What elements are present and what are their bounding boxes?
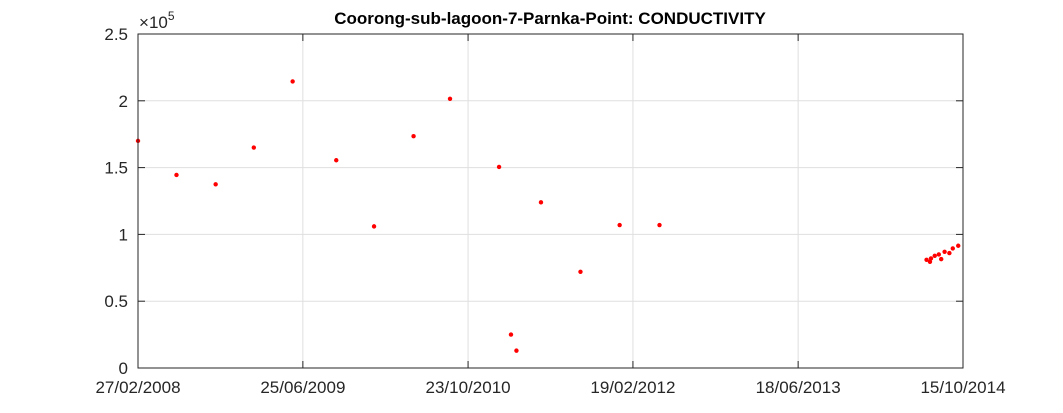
data-point bbox=[942, 249, 947, 254]
plot-area bbox=[138, 34, 963, 368]
multiplier-prefix: × bbox=[139, 13, 149, 32]
data-point bbox=[936, 252, 942, 257]
y-axis-ticks: 0 0.5 1 1.5 2 2.5 bbox=[104, 25, 963, 378]
x-tick-label: 18/06/2013 bbox=[756, 378, 841, 397]
data-point bbox=[411, 134, 416, 139]
multiplier-base: 10 bbox=[149, 13, 168, 32]
data-point bbox=[578, 269, 583, 275]
y-tick-label: 2 bbox=[119, 92, 128, 111]
data-point bbox=[947, 250, 952, 256]
multiplier-exponent: 5 bbox=[168, 9, 175, 23]
y-axis-multiplier: ×105 bbox=[139, 9, 175, 32]
data-point bbox=[657, 222, 662, 228]
data-point bbox=[924, 257, 929, 262]
chart-title: Coorong-sub-lagoon-7-Parnka-Point: CONDU… bbox=[334, 9, 766, 28]
y-tick-label: 1.5 bbox=[104, 159, 128, 178]
x-tick-label: 15/10/2014 bbox=[920, 378, 1005, 397]
data-point bbox=[213, 182, 218, 187]
y-tick-label: 0 bbox=[119, 359, 128, 378]
x-tick-label: 25/06/2009 bbox=[260, 378, 345, 397]
data-point bbox=[496, 164, 502, 170]
axes-box bbox=[137, 33, 964, 369]
data-point bbox=[950, 246, 955, 251]
data-point bbox=[956, 243, 961, 248]
data-point bbox=[508, 332, 514, 337]
x-tick-label: 19/02/2012 bbox=[590, 378, 675, 397]
data-point bbox=[334, 158, 339, 163]
data-point bbox=[174, 172, 179, 178]
data-point bbox=[928, 256, 934, 261]
y-tick-label: 0.5 bbox=[104, 292, 128, 311]
x-tick-label: 27/02/2008 bbox=[95, 378, 180, 397]
data-point bbox=[514, 348, 519, 353]
data-point bbox=[290, 79, 295, 84]
data-point bbox=[617, 222, 622, 228]
y-tick-label: 2.5 bbox=[104, 25, 128, 44]
data-point bbox=[538, 200, 544, 205]
data-points bbox=[135, 79, 961, 353]
data-point bbox=[371, 224, 377, 229]
x-tick-label: 23/10/2010 bbox=[426, 378, 511, 397]
data-point bbox=[938, 256, 944, 262]
data-point bbox=[251, 145, 257, 150]
data-point bbox=[447, 96, 453, 101]
data-point bbox=[932, 253, 937, 258]
x-axis-ticks: 27/02/2008 25/06/2009 23/10/2010 19/02/2012… bbox=[95, 34, 1006, 397]
y-tick-label: 1 bbox=[119, 225, 128, 244]
data-point bbox=[927, 259, 933, 264]
